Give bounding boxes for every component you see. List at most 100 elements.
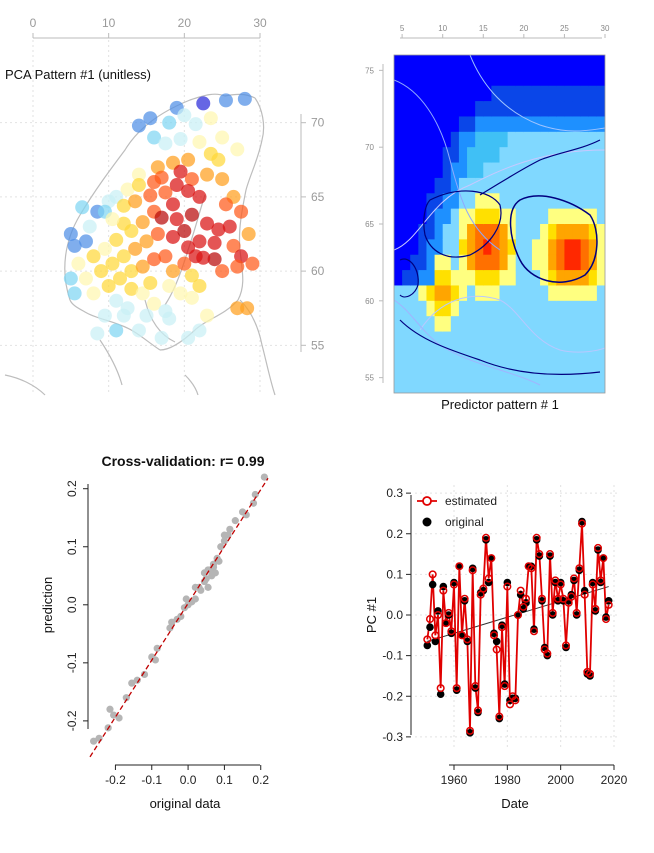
heatmap-cell — [434, 70, 444, 87]
heatmap-cell — [572, 85, 582, 102]
heatmap-cell — [507, 285, 517, 302]
cv-point — [122, 694, 130, 702]
heatmap-cell — [402, 285, 411, 302]
heatmap-cell — [475, 300, 484, 317]
heatmap-cell — [458, 331, 468, 348]
pattern-point — [237, 91, 252, 106]
heatmap-cell — [434, 346, 444, 363]
heatmap-cell — [588, 116, 598, 133]
heatmap-cell — [491, 85, 501, 102]
heatmap-cell — [410, 193, 419, 210]
heatmap-cell — [564, 362, 574, 379]
heatmap-cell — [434, 239, 444, 256]
heatmap-cell — [548, 285, 557, 302]
heatmap-cell — [515, 316, 525, 333]
pattern-point — [67, 286, 82, 301]
estimated-point — [545, 550, 555, 559]
heatmap-cell — [434, 270, 444, 287]
heatmap-cell — [426, 362, 436, 379]
heatmap-cell — [507, 162, 517, 179]
estimated-point — [599, 554, 608, 563]
heatmap-cell — [491, 131, 501, 148]
pattern-point — [192, 278, 207, 293]
heatmap-cell — [540, 101, 549, 118]
heatmap-cell — [418, 224, 428, 240]
heatmap-cell — [540, 346, 549, 363]
heatmap-cell — [540, 377, 549, 393]
heatmap-cell — [483, 85, 492, 102]
pattern-point — [184, 172, 199, 187]
heatmap-cell — [499, 270, 509, 287]
heatmap-cell — [475, 331, 484, 348]
heatmap-cell — [531, 70, 541, 87]
original-point — [468, 564, 477, 573]
heatmap-cell — [434, 85, 444, 102]
original-point — [490, 629, 498, 638]
pattern-point — [97, 241, 112, 256]
heatmap-cell — [548, 377, 557, 393]
heatmap-cell — [483, 254, 492, 271]
pattern-point — [230, 259, 245, 274]
heatmap-cell — [507, 270, 517, 287]
pattern-point — [131, 118, 146, 133]
heatmap-cell — [548, 224, 557, 240]
heatmap-cell — [450, 208, 460, 225]
pattern-point — [147, 296, 162, 311]
heatmap-cell — [523, 224, 533, 240]
heatmap-cell — [596, 55, 605, 71]
x-tick-label: -0.1 — [141, 773, 162, 787]
heatmap-cell — [556, 270, 566, 287]
heatmap-cell — [402, 85, 411, 102]
heatmap-cell — [450, 346, 460, 363]
heatmap-cell — [491, 285, 501, 302]
heatmap-cell — [580, 131, 590, 148]
heatmap-cell — [596, 177, 605, 194]
heatmap-cell — [410, 147, 419, 164]
heatmap-cell — [442, 346, 452, 363]
heatmap-cell — [580, 101, 590, 118]
heatmap-cell — [572, 254, 582, 271]
coastline-segment — [239, 299, 263, 346]
heatmap-cell — [467, 55, 476, 71]
estimated-point — [505, 700, 515, 709]
heatmap-cell — [402, 331, 411, 348]
heatmap-cell — [442, 55, 452, 71]
heatmap-cell — [540, 362, 549, 379]
heatmap-cell — [434, 55, 444, 71]
heatmap-cell — [531, 316, 541, 333]
estimated-point — [591, 604, 600, 613]
heatmap-cell — [531, 131, 541, 148]
heatmap-cell — [426, 70, 436, 87]
heatmap-cell — [467, 346, 476, 363]
heatmap-cell — [402, 224, 411, 240]
heatmap-cell — [548, 162, 557, 179]
pattern-point — [162, 278, 177, 293]
heatmap-cell — [426, 147, 436, 164]
predictor-pattern-panel: 5 10 15 20 25 30 55 60 65 70 75 Predictor pattern… — [365, 24, 610, 412]
estimated-point — [593, 543, 603, 553]
heatmap-cell — [572, 331, 582, 348]
y-tick-label: 0.1 — [65, 538, 79, 555]
heatmap-cell — [394, 85, 403, 102]
y-tick-label: 0.2 — [65, 480, 79, 497]
original-point — [588, 578, 597, 587]
heatmap-cell — [580, 70, 590, 87]
heatmap-cell — [580, 85, 590, 102]
heatmap-cell — [507, 193, 517, 210]
heatmap-cell — [467, 208, 476, 225]
heatmap-cell — [572, 193, 582, 210]
heatmap-cell — [588, 270, 598, 287]
heatmap-cell — [442, 208, 452, 225]
pattern-point — [135, 215, 150, 230]
heatmap-cell — [475, 193, 484, 210]
heatmap-cell — [499, 346, 509, 363]
heatmap-cell — [410, 55, 419, 71]
heatmap-cell — [483, 331, 492, 348]
pattern-point — [162, 311, 177, 326]
heatmap-cell — [483, 193, 492, 210]
heatmap-cell — [507, 177, 517, 194]
estimated-point — [511, 696, 520, 705]
pattern-point — [128, 241, 143, 256]
heatmap-cell — [515, 208, 525, 225]
cv-point — [231, 517, 239, 525]
